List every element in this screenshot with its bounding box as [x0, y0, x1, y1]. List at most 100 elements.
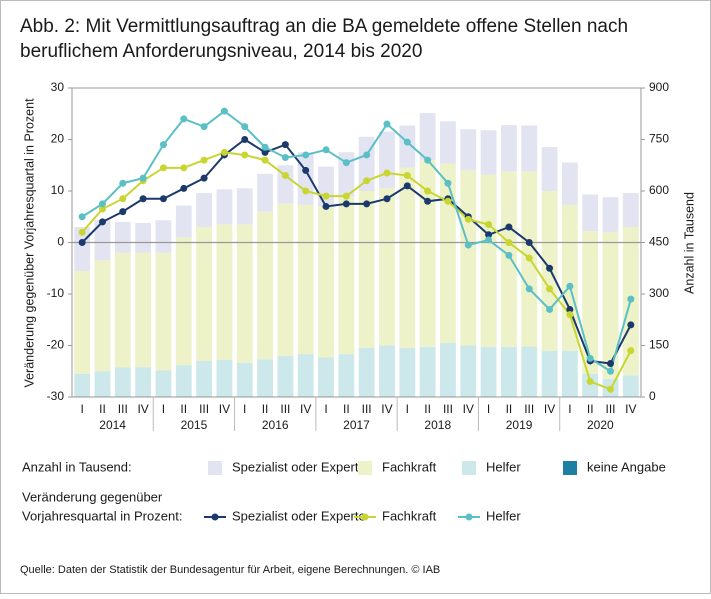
legend-label: Fachkraft: [382, 459, 437, 474]
point: [566, 311, 574, 319]
point: [322, 202, 330, 210]
point: [566, 282, 574, 290]
bar: [480, 174, 497, 347]
y2-tick-label: 300: [649, 286, 669, 300]
bar: [236, 224, 253, 363]
bar: [561, 204, 578, 351]
x-tick-label: IV: [544, 402, 555, 416]
point: [424, 187, 432, 195]
bar: [297, 354, 314, 397]
legend-label: Fachkraft: [382, 508, 437, 523]
y2-tick-label: 0: [649, 389, 656, 403]
bar: [196, 193, 213, 228]
year-label: 2014: [99, 418, 126, 432]
point: [383, 120, 391, 128]
bar: [622, 193, 639, 228]
y-tick-label: -30: [47, 389, 65, 403]
point: [159, 141, 167, 149]
legend-title: Vorjahresquartal in Prozent:: [22, 508, 182, 523]
y2-tick-label: 750: [649, 132, 669, 146]
point: [139, 174, 147, 182]
point: [525, 239, 533, 246]
point: [322, 146, 330, 154]
point: [363, 151, 371, 159]
bar: [440, 121, 456, 164]
bar: [440, 163, 456, 343]
point: [302, 187, 310, 195]
point: [241, 136, 249, 143]
point: [281, 154, 289, 162]
point: [180, 164, 188, 172]
point: [627, 321, 635, 329]
bar: [602, 232, 619, 379]
x-tick-label: II: [99, 402, 106, 416]
point: [383, 169, 391, 177]
y2-tick-label: 150: [649, 338, 669, 352]
bar: [135, 222, 152, 253]
legend-swatch: [208, 461, 222, 475]
bar: [460, 345, 477, 397]
point: [98, 200, 106, 208]
bar: [94, 260, 111, 372]
point: [566, 305, 574, 313]
bar: [521, 125, 538, 172]
bar: [175, 205, 192, 238]
bar: [216, 359, 233, 397]
bar: [500, 171, 517, 347]
y-axis-title: Veränderung gegenüber Vorjahresquartal i…: [22, 98, 36, 388]
x-tick-label: IV: [381, 402, 392, 416]
bar: [318, 206, 334, 358]
year-label: 2016: [262, 418, 289, 432]
bar: [561, 162, 578, 205]
bar: [480, 346, 497, 397]
bar: [500, 346, 517, 397]
legend-marker: [211, 513, 219, 521]
x-tick-label: I: [80, 402, 83, 416]
bar: [358, 347, 375, 397]
bar: [419, 160, 436, 347]
legend-swatch: [462, 461, 476, 475]
point: [485, 236, 493, 244]
bar: [379, 345, 395, 397]
bar: [175, 237, 192, 366]
bar: [257, 211, 273, 360]
point: [607, 385, 615, 393]
point: [200, 174, 208, 182]
point: [78, 239, 86, 246]
bar: [582, 373, 599, 397]
bar: [94, 371, 111, 397]
y2-axis-title: Anzahl in Tausend: [682, 192, 696, 294]
legend-marker: [361, 513, 369, 521]
point: [546, 264, 554, 272]
point: [78, 228, 86, 236]
bar: [541, 147, 558, 191]
bar: [216, 224, 233, 360]
year-label: 2017: [343, 418, 370, 432]
x-tick-label: III: [443, 402, 453, 416]
bar: [135, 252, 152, 368]
point: [464, 241, 472, 249]
y-tick-label: 20: [51, 132, 65, 146]
bar: [277, 355, 294, 397]
y2-tick-label: 600: [649, 183, 669, 197]
point: [220, 107, 228, 115]
bar: [521, 346, 538, 397]
legend-swatch: [563, 461, 577, 475]
bar: [582, 231, 599, 374]
x-tick-label: I: [568, 402, 571, 416]
bar: [114, 221, 131, 253]
point: [98, 205, 106, 213]
bar: [196, 360, 213, 397]
x-tick-label: I: [243, 402, 246, 416]
y-tick-label: 0: [57, 235, 64, 249]
bar: [318, 166, 334, 207]
chart-title: Abb. 2: Mit Vermittlungsauftrag an die B…: [20, 16, 628, 37]
point: [444, 179, 452, 187]
x-tick-label: I: [324, 402, 327, 416]
point: [241, 123, 249, 131]
point: [505, 251, 513, 259]
bar: [318, 357, 334, 397]
point: [363, 200, 371, 208]
x-tick-label: III: [524, 402, 534, 416]
